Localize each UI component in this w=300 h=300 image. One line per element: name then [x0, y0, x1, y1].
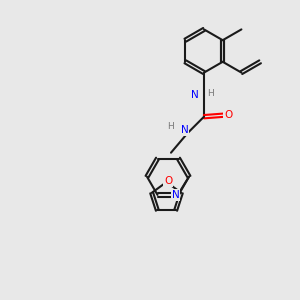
Text: H: H: [207, 89, 213, 98]
Text: N: N: [172, 190, 179, 200]
Text: N: N: [191, 90, 199, 100]
Text: N: N: [181, 124, 188, 135]
Text: H: H: [168, 122, 174, 131]
Text: O: O: [224, 110, 232, 120]
Text: O: O: [164, 176, 172, 186]
